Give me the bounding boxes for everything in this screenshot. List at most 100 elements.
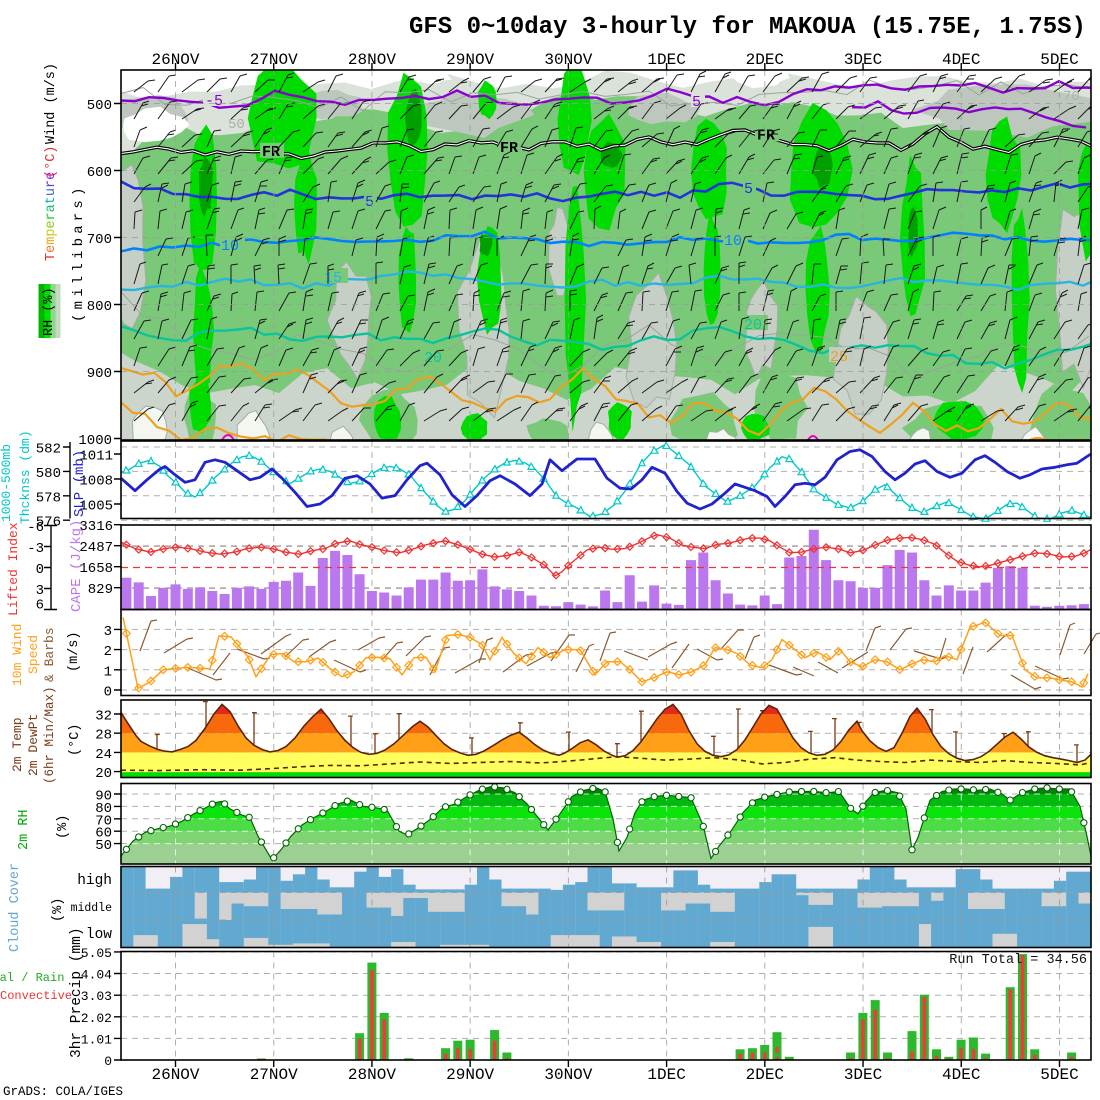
svg-text:90: 90	[95, 789, 112, 805]
svg-text:2m Temp: 2m Temp	[10, 717, 25, 772]
svg-text:middle: middle	[71, 902, 113, 915]
svg-text:30NOV: 30NOV	[544, 1066, 592, 1084]
svg-text:Temperature: Temperature	[44, 172, 59, 261]
svg-text:Total / Rain: Total / Rain	[0, 971, 64, 985]
svg-text:5DEC: 5DEC	[1040, 51, 1078, 69]
svg-text:900: 900	[87, 366, 112, 382]
svg-text:4DEC: 4DEC	[942, 1066, 980, 1084]
svg-text:28NOV: 28NOV	[348, 51, 396, 69]
svg-text:1: 1	[104, 664, 112, 680]
svg-text:20: 20	[424, 350, 442, 367]
svg-text:3DEC: 3DEC	[844, 51, 882, 69]
svg-text:20: 20	[744, 317, 762, 334]
svg-text:60: 60	[95, 826, 112, 842]
svg-text:2487: 2487	[79, 540, 113, 556]
svg-text:5: 5	[744, 181, 753, 198]
svg-text:1000-500mb: 1000-500mb	[0, 444, 14, 522]
svg-text:0: 0	[36, 562, 44, 578]
svg-text:29NOV: 29NOV	[446, 1066, 494, 1084]
svg-text:& Barbs: & Barbs	[42, 627, 57, 682]
svg-text:GrADS: COLA/IGES: GrADS: COLA/IGES	[3, 1085, 123, 1099]
svg-text:10: 10	[724, 233, 742, 250]
svg-text:28: 28	[95, 728, 112, 744]
svg-text:1658: 1658	[79, 561, 113, 577]
svg-text:FR: FR	[757, 127, 775, 144]
svg-text:26NOV: 26NOV	[151, 1066, 199, 1084]
svg-text:50: 50	[95, 838, 112, 854]
svg-text:RH (%): RH (%)	[42, 287, 57, 336]
svg-text:5: 5	[365, 194, 374, 211]
svg-text:low: low	[86, 927, 112, 943]
svg-text:(°C): (°C)	[44, 146, 59, 178]
svg-text:700: 700	[87, 232, 112, 248]
svg-text:-5: -5	[205, 93, 223, 110]
svg-text:28NOV: 28NOV	[348, 1066, 396, 1084]
svg-text:2m RH: 2m RH	[17, 809, 32, 850]
svg-text:3hr Precip (mm): 3hr Precip (mm)	[69, 927, 85, 1058]
svg-text:24: 24	[95, 747, 112, 763]
svg-text:4DEC: 4DEC	[942, 51, 980, 69]
svg-text:Speed: Speed	[26, 635, 41, 674]
svg-text:Thcknss (dm): Thcknss (dm)	[18, 430, 33, 524]
svg-text:(millibars): (millibars)	[71, 183, 87, 322]
svg-text:CAPE (J/kg): CAPE (J/kg)	[69, 520, 85, 612]
svg-text:80: 80	[95, 801, 112, 817]
svg-text:(6hr Min/Max): (6hr Min/Max)	[43, 686, 57, 784]
svg-text:578: 578	[36, 490, 61, 506]
svg-text:1.01: 1.01	[81, 1032, 112, 1047]
svg-text:-3: -3	[27, 541, 44, 557]
svg-text:1DEC: 1DEC	[647, 51, 685, 69]
svg-text:6: 6	[36, 598, 44, 614]
svg-text:10m Wind: 10m Wind	[10, 624, 25, 686]
svg-text:high: high	[77, 873, 112, 889]
svg-text:26NOV: 26NOV	[151, 51, 199, 69]
svg-text:1008: 1008	[79, 473, 113, 489]
svg-text:3.03: 3.03	[81, 989, 112, 1004]
svg-text:600: 600	[87, 165, 112, 181]
svg-text:576: 576	[36, 515, 61, 531]
svg-text:27NOV: 27NOV	[250, 1066, 298, 1084]
svg-text:70: 70	[95, 813, 112, 829]
svg-text:2DEC: 2DEC	[746, 51, 784, 69]
svg-text:Wind (m/s): Wind (m/s)	[44, 63, 59, 144]
svg-text:Run Total = 34.56: Run Total = 34.56	[949, 953, 1087, 968]
svg-text:500: 500	[87, 98, 112, 114]
svg-text:-6: -6	[27, 520, 44, 536]
svg-text:580: 580	[36, 466, 61, 482]
svg-text:29NOV: 29NOV	[446, 51, 494, 69]
svg-text:829: 829	[88, 582, 113, 598]
svg-text:1DEC: 1DEC	[647, 1066, 685, 1084]
svg-text:70: 70	[1063, 89, 1080, 105]
svg-text:(%): (%)	[56, 815, 71, 839]
svg-text:4.04: 4.04	[81, 968, 112, 983]
svg-text:Lifted Index: Lifted Index	[6, 522, 21, 616]
svg-text:25: 25	[830, 349, 848, 366]
svg-text:50: 50	[228, 117, 245, 133]
svg-text:5.05: 5.05	[81, 946, 112, 961]
svg-text:(m/s): (m/s)	[67, 631, 82, 672]
svg-text:FR: FR	[262, 144, 280, 161]
svg-text:2m DewPt: 2m DewPt	[26, 714, 41, 776]
svg-text:0: 0	[104, 685, 112, 701]
svg-text:FR: FR	[500, 140, 518, 157]
svg-text:800: 800	[87, 299, 112, 315]
svg-text:2: 2	[104, 644, 112, 660]
svg-text:2DEC: 2DEC	[746, 1066, 784, 1084]
svg-text:582: 582	[36, 442, 61, 458]
svg-text:Cloud Cover: Cloud Cover	[8, 863, 23, 952]
svg-text:1000: 1000	[78, 433, 112, 449]
svg-text:5: 5	[692, 94, 701, 111]
svg-text:3: 3	[104, 624, 112, 640]
svg-text:2.02: 2.02	[81, 1011, 112, 1026]
svg-text:Convective: Convective	[0, 989, 72, 1003]
svg-text:3316: 3316	[79, 519, 113, 535]
svg-text:SLP (mb): SLP (mb)	[72, 450, 88, 517]
svg-text:(°C): (°C)	[68, 724, 83, 756]
svg-text:0: 0	[104, 1054, 112, 1069]
svg-text:1011: 1011	[79, 449, 113, 465]
svg-text:3DEC: 3DEC	[844, 1066, 882, 1084]
svg-text:15: 15	[324, 270, 342, 287]
svg-text:27NOV: 27NOV	[250, 51, 298, 69]
svg-text:32: 32	[95, 709, 112, 725]
svg-text:(%): (%)	[51, 898, 66, 922]
